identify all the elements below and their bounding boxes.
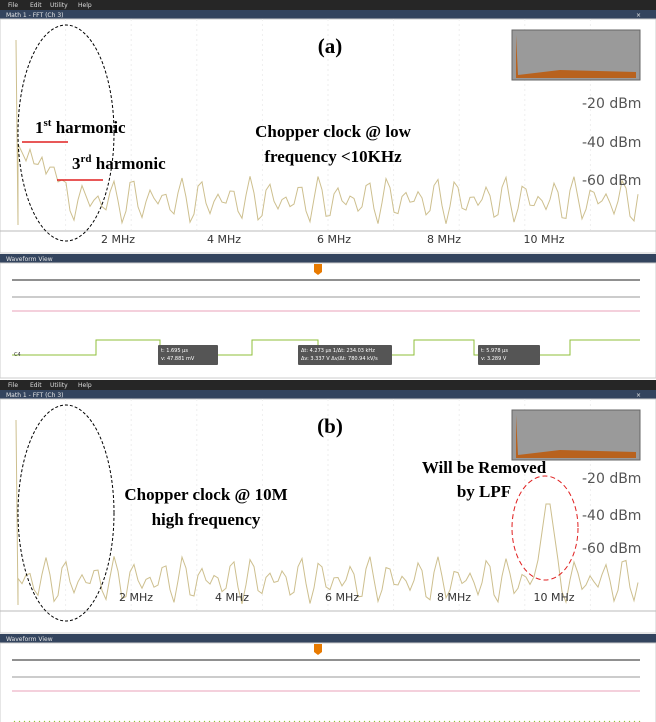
frequency-label: 6 MHz	[325, 591, 359, 604]
frequency-label: 8 MHz	[427, 233, 461, 246]
level-label: -60 dBm	[582, 541, 641, 557]
close-button: ×	[636, 12, 641, 19]
readout-line: Δt: 4.273 µs 1/Δt: 234.03 kHz	[301, 348, 375, 354]
waveform-title: Waveform View	[6, 256, 53, 263]
harmonic-number: 1	[35, 118, 44, 137]
harmonic-text: harmonic	[51, 118, 126, 137]
frequency-label: 8 MHz	[437, 591, 471, 604]
menu-item[interactable]: Help	[78, 382, 92, 389]
window-title: Math 1 - FFT (Ch 3)	[6, 392, 63, 399]
annotation: frequency <10KHz	[264, 147, 402, 166]
menu-item[interactable]: File	[8, 2, 18, 9]
close-button: ×	[636, 392, 641, 399]
waveform-title-bar	[0, 254, 656, 263]
menu-item[interactable]: Utility	[50, 2, 68, 9]
menu-item[interactable]: Edit	[30, 382, 42, 389]
readout-line: t: 1.695 µs	[161, 348, 188, 354]
frequency-label: 10 MHz	[523, 233, 564, 246]
menu-item[interactable]: File	[8, 382, 18, 389]
harmonic-suffix: rd	[81, 153, 92, 165]
readout-line: v: 3.289 V	[481, 356, 507, 362]
channel-label: C4	[14, 352, 21, 358]
frequency-label: 2 MHz	[101, 233, 135, 246]
waveform-title: Waveform View	[6, 636, 53, 643]
annotation: Chopper clock @ low	[255, 122, 411, 141]
annotation: Chopper clock @ 10M	[124, 485, 287, 504]
figure: File Edit Utility Help Math 1 - FFT (Ch 3) × 2…	[0, 0, 656, 722]
harmonic-number: 3	[72, 154, 81, 173]
level-label: -20 dBm	[582, 96, 641, 112]
panel-label: (a)	[318, 34, 343, 58]
level-label: -40 dBm	[582, 508, 641, 524]
scope-panel: File Edit Utility Help Math 1 - FFT (Ch 3) × 2…	[0, 0, 656, 378]
harmonic-text: harmonic	[92, 154, 167, 173]
readout-line: t: 5.978 µs	[481, 348, 508, 354]
level-label: -20 dBm	[582, 471, 641, 487]
annotation: by LPF	[457, 482, 511, 501]
menu-item[interactable]: Help	[78, 2, 92, 9]
frequency-label: 2 MHz	[119, 591, 153, 604]
frequency-label: 4 MHz	[215, 591, 249, 604]
waveform-area	[0, 643, 656, 722]
window-title-bar	[0, 390, 656, 399]
menu-item[interactable]: Utility	[50, 382, 68, 389]
frequency-label: 4 MHz	[207, 233, 241, 246]
frequency-label: 10 MHz	[533, 591, 574, 604]
panel-label: (b)	[317, 414, 343, 438]
menu-bar	[0, 0, 656, 10]
menu-bar	[0, 380, 656, 390]
window-title-bar	[0, 10, 656, 19]
window-title: Math 1 - FFT (Ch 3)	[6, 12, 63, 19]
annotation: high frequency	[152, 510, 261, 529]
menu-item[interactable]: Edit	[30, 2, 42, 9]
annotation: Will be Removed	[422, 458, 547, 477]
readout-line: Δv: 3.337 V Δv/Δt: 780.94 kV/s	[301, 356, 378, 362]
level-label: -60 dBm	[582, 173, 641, 189]
frequency-label: 6 MHz	[317, 233, 351, 246]
scope-panel: File Edit Utility Help Math 1 - FFT (Ch 3) × 2…	[0, 380, 656, 722]
level-label: -40 dBm	[582, 135, 641, 151]
readout-line: v: 47.881 mV	[161, 356, 195, 362]
waveform-title-bar	[0, 634, 656, 643]
